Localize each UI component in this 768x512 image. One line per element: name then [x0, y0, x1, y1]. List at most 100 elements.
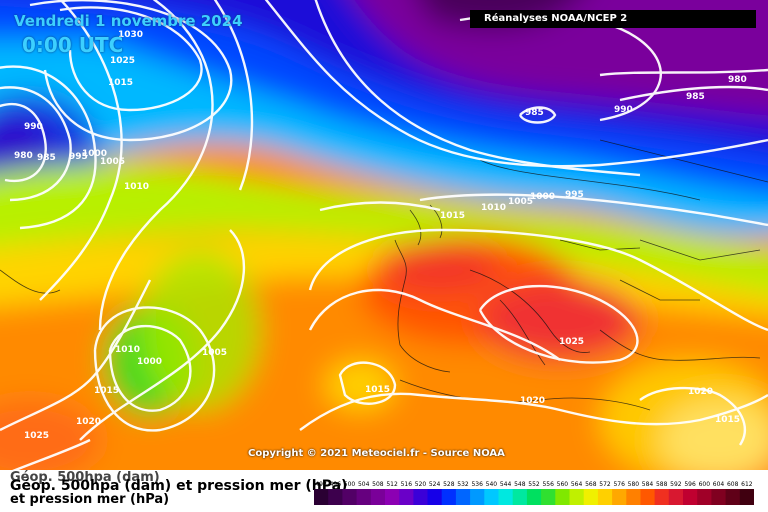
scale-swatch	[314, 489, 329, 505]
scale-swatch	[597, 489, 613, 505]
scale-swatch	[441, 489, 457, 505]
isobar-label: 1005	[508, 197, 533, 207]
scale-value: 580	[628, 481, 640, 488]
caption-line1: Géop. 500hpa (dam) et pression mer (hPa)	[10, 478, 348, 494]
isobars	[0, 0, 768, 470]
scale-value: 592	[670, 481, 682, 488]
scale-swatch	[399, 489, 414, 505]
scale-swatch	[640, 489, 656, 505]
isobar-label: 1010	[115, 345, 140, 355]
scale-swatch	[484, 489, 499, 505]
isobar-label: 1000	[530, 192, 555, 202]
isobar-label: 980	[728, 75, 747, 85]
scale-swatch	[626, 489, 641, 505]
isobar-label: 1015	[440, 211, 465, 221]
scale-swatch	[356, 489, 372, 505]
isobar-label: 1015	[715, 415, 740, 425]
isobar-label: 1020	[520, 396, 545, 406]
isobar-labels: 1030 1025 1015 990 980 985 995 1000 1005…	[14, 30, 747, 441]
scale-swatch	[711, 489, 727, 505]
source-label: Réanalyses NOAA/NCEP 2	[470, 10, 756, 28]
scale-value: 560	[557, 481, 569, 488]
isobar-label: 985	[525, 108, 544, 118]
scale-swatch	[413, 489, 429, 505]
scale-value: 556	[542, 481, 554, 488]
isobar-label: 1025	[24, 431, 49, 441]
isobar-label: 1005	[202, 348, 227, 358]
scale-swatch	[697, 489, 712, 505]
scale-swatch	[612, 489, 627, 505]
scale-value: 588	[656, 481, 668, 488]
scale-value: 524	[429, 481, 441, 488]
scale-swatch	[385, 489, 400, 505]
isobar-label: 1015	[94, 386, 119, 396]
scale-value: 608	[727, 481, 739, 488]
color-scale: 492 496 500 504 508 512 516 520 524 528 532 536 540 5…	[314, 481, 754, 505]
scale-value: 536	[471, 481, 483, 488]
isobar-label: 985	[686, 92, 705, 102]
scale-swatch	[725, 489, 741, 505]
isobar-label: 1000	[137, 357, 162, 367]
scale-swatch	[427, 489, 443, 505]
scale-value: 540	[486, 481, 498, 488]
scale-value: 544	[500, 481, 512, 488]
scale-value: 612	[741, 481, 753, 488]
scale-swatch	[683, 489, 698, 505]
scale-swatch	[739, 489, 754, 505]
scale-swatch	[668, 489, 684, 505]
scale-value: 600	[699, 481, 711, 488]
scale-value: 504	[358, 481, 370, 488]
scale-swatch	[328, 489, 343, 505]
isobar-label: 1025	[110, 56, 135, 66]
scale-swatch	[342, 489, 358, 505]
scale-swatch	[370, 489, 386, 505]
scale-value: 604	[713, 481, 725, 488]
isobar-label: 1005	[100, 157, 125, 167]
scale-value: 596	[684, 481, 696, 488]
scale-swatch	[470, 489, 485, 505]
coastlines	[0, 139, 768, 411]
isobar-label: 980	[14, 151, 33, 161]
isobar-label: 1010	[481, 203, 506, 213]
scale-swatch	[654, 489, 670, 505]
scale-value: 520	[415, 481, 427, 488]
isobar-label: 985	[37, 153, 56, 163]
isobar-label: 1020	[688, 387, 713, 397]
isobar-label: 1025	[559, 337, 584, 347]
isobar-label: 1020	[76, 417, 101, 427]
scale-swatch	[541, 489, 556, 505]
scale-value: 548	[514, 481, 526, 488]
scale-swatch	[555, 489, 570, 505]
scale-swatch	[583, 489, 599, 505]
isobar-label: 995	[565, 190, 584, 200]
scale-value: 572	[599, 481, 611, 488]
map-time: 0:00 UTC	[22, 33, 124, 57]
scale-value: 500	[344, 481, 356, 488]
scale-swatch	[569, 489, 585, 505]
scale-value: 492	[315, 481, 327, 488]
scale-value: 496	[330, 481, 342, 488]
scale-value: 528	[443, 481, 455, 488]
scale-swatch	[498, 489, 514, 505]
isobar-label: 990	[24, 122, 43, 132]
isobar-label: 1010	[124, 182, 149, 192]
scale-value: 508	[372, 481, 384, 488]
scale-value: 532	[457, 481, 469, 488]
map-date: Vendredi 1 novembre 2024	[14, 12, 243, 30]
scale-value: 516	[401, 481, 413, 488]
caption-overprint: Géop. 500hpa (dam)	[10, 470, 160, 485]
scale-value: 552	[528, 481, 540, 488]
caption-line2: et pression mer (hPa)	[10, 492, 170, 507]
scale-swatch	[526, 489, 542, 505]
isobar-label: 1015	[108, 78, 133, 88]
scale-value: 584	[642, 481, 654, 488]
isobar-label: 1015	[365, 385, 390, 395]
isobar-label: 1000	[82, 149, 107, 159]
scale-value: 512	[386, 481, 398, 488]
scale-swatch	[455, 489, 471, 505]
isobar-label: 990	[614, 105, 633, 115]
copyright-label: Copyright © 2021 Meteociel.fr - Source N…	[248, 448, 505, 459]
